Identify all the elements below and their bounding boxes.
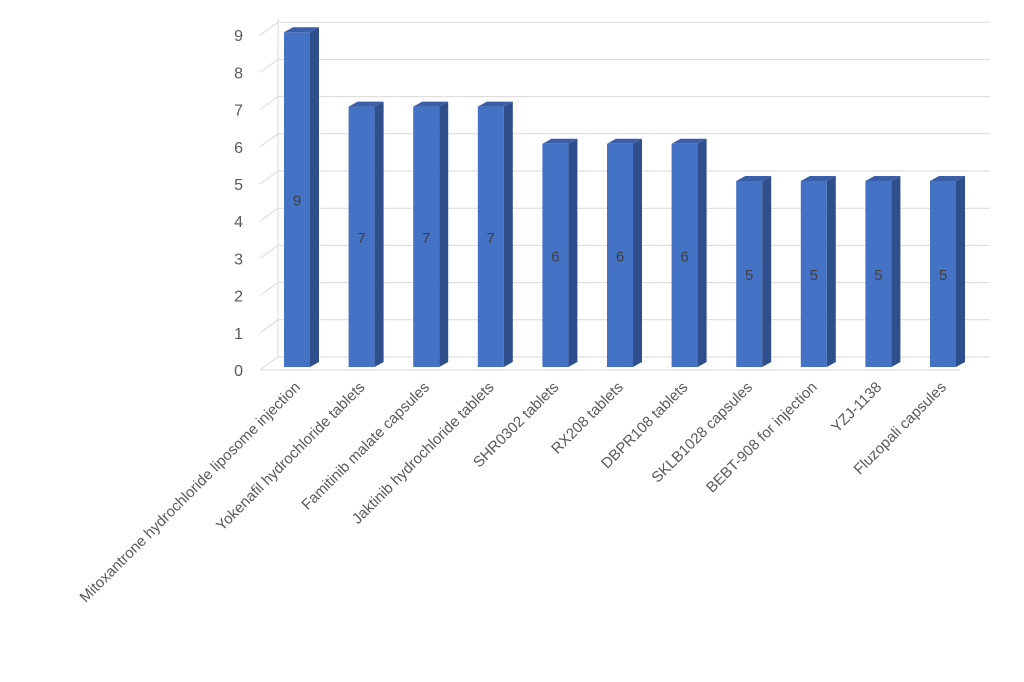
y-tick-label: 3 <box>234 251 243 268</box>
data-label: 5 <box>745 267 753 284</box>
data-label: 7 <box>487 230 495 247</box>
y-tick-label: 9 <box>234 28 243 45</box>
gridline-depth <box>259 207 279 222</box>
bar <box>736 181 763 367</box>
gridline-depth <box>259 282 279 297</box>
data-label: 5 <box>939 267 947 284</box>
y-axis-ticks: 0 1 2 3 4 5 6 7 8 9 <box>234 28 243 380</box>
gridline-depth <box>259 133 279 148</box>
data-label: 6 <box>551 248 559 265</box>
x-axis-labels: Mitoxantrone hydrochloride liposome inje… <box>77 379 950 606</box>
bar-side <box>374 101 384 367</box>
bar <box>348 106 375 367</box>
y-tick-label: 8 <box>234 65 243 82</box>
gridline-depth <box>259 21 279 36</box>
y-tick-label: 1 <box>234 326 243 343</box>
data-label: 5 <box>874 267 882 284</box>
bar-side <box>956 176 965 367</box>
y-tick-label: 5 <box>234 177 243 194</box>
bar <box>542 143 569 367</box>
bar-top <box>671 138 707 144</box>
bar <box>607 143 633 367</box>
data-labels: 9 7 7 7 6 6 6 5 5 5 5 <box>293 193 947 284</box>
data-label: 5 <box>810 267 818 284</box>
gridline-depth <box>259 319 279 334</box>
gridline-depth <box>259 96 279 111</box>
bar-side <box>310 27 319 367</box>
bar <box>930 181 956 367</box>
data-label: 6 <box>616 248 624 265</box>
y-tick-label: 0 <box>234 363 243 380</box>
bar <box>413 106 440 367</box>
gridline-depth <box>259 356 279 371</box>
gridline-depth <box>259 170 279 185</box>
data-label: 6 <box>680 248 688 265</box>
bar-top <box>800 176 836 181</box>
bar-side <box>503 101 513 367</box>
y-tick-label: 2 <box>234 289 243 306</box>
bar-side <box>762 176 772 367</box>
bar-top <box>348 101 384 107</box>
bar-top <box>930 176 965 181</box>
data-label: 7 <box>422 230 430 247</box>
bar <box>477 106 504 367</box>
bar-side <box>891 176 901 367</box>
bar-top <box>413 101 449 107</box>
bar-side <box>568 138 578 367</box>
y-tick-label: 6 <box>234 140 243 157</box>
bar <box>284 32 310 367</box>
bar-side <box>826 176 836 367</box>
bar-top <box>865 176 901 181</box>
bar-top <box>607 138 642 144</box>
bar-side <box>633 138 642 367</box>
bar <box>865 181 892 367</box>
data-label: 9 <box>293 193 301 210</box>
gridline-depth <box>259 244 279 259</box>
bar-side <box>439 101 449 367</box>
data-label: 7 <box>357 230 365 247</box>
bar-top <box>542 138 578 144</box>
gridline-depth <box>259 58 279 73</box>
bar <box>800 181 827 367</box>
bar-top <box>477 101 513 107</box>
x-tick-label: Mitoxantrone hydrochloride liposome inje… <box>77 379 304 606</box>
bars <box>284 27 965 367</box>
x-tick-label: BEBT-908 for injection <box>703 379 821 497</box>
y-tick-label: 7 <box>234 103 243 120</box>
bar-side <box>697 138 707 367</box>
x-tick-label: Famitinib malate capsules <box>298 379 433 514</box>
bar-top <box>284 27 319 33</box>
y-tick-label: 4 <box>234 214 243 231</box>
bar <box>671 143 698 367</box>
bar-top <box>736 176 772 181</box>
x-tick-label: YZJ-1138 <box>828 379 885 436</box>
